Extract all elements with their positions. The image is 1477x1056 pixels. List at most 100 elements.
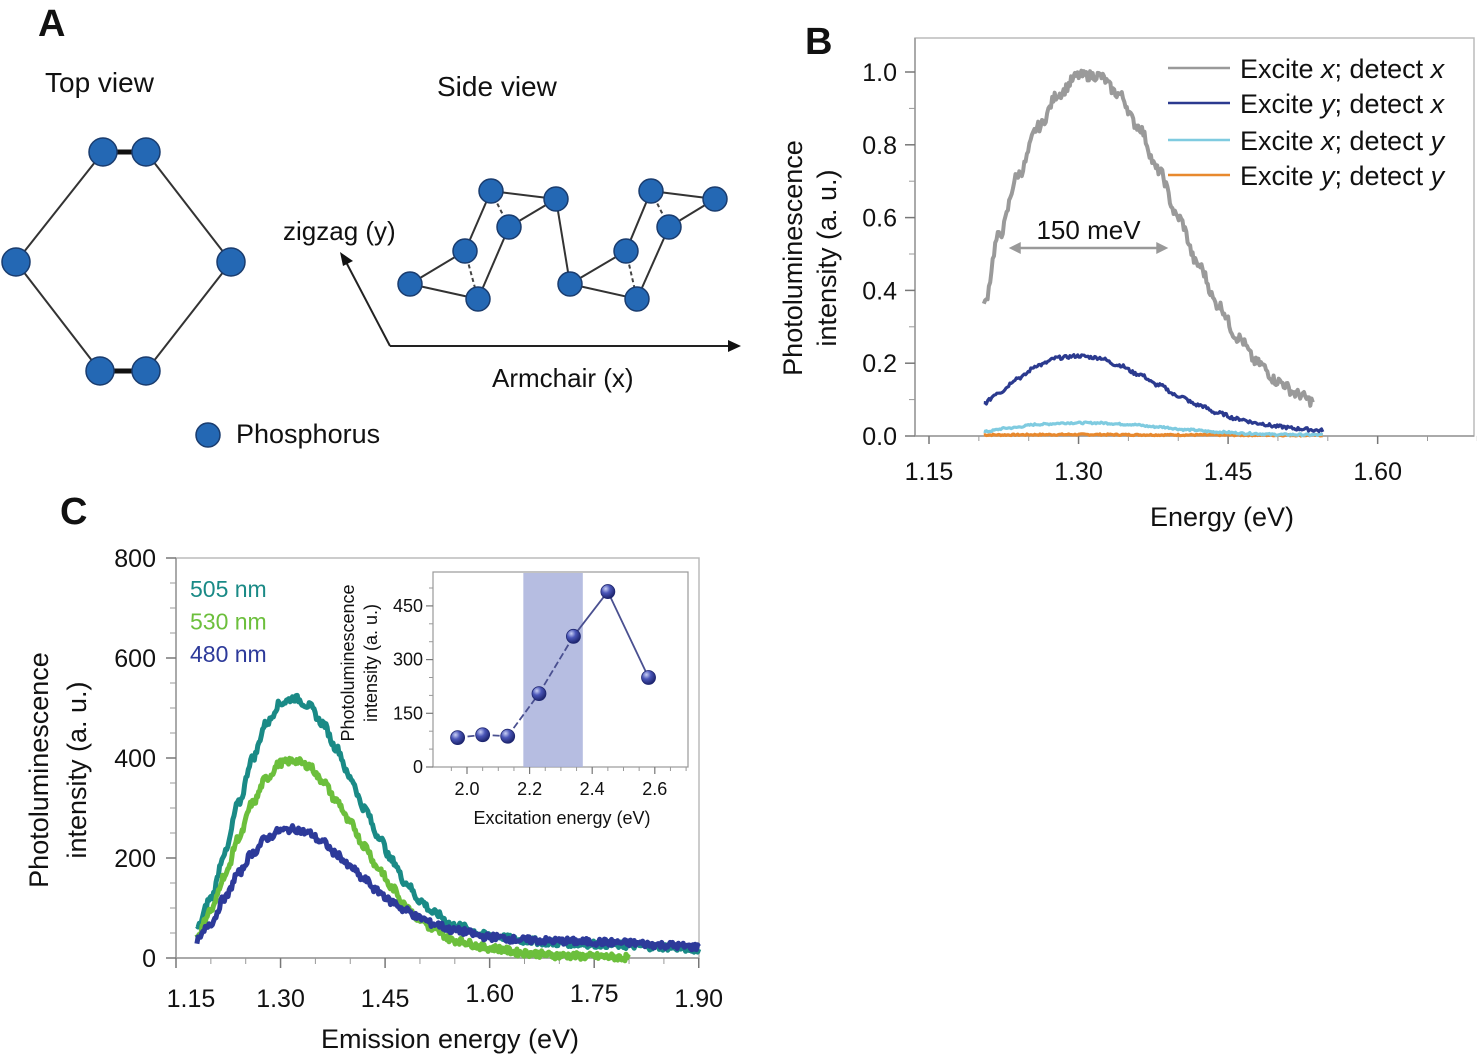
phosphorus-atom xyxy=(638,178,664,204)
connector-line xyxy=(538,635,575,695)
x-tick-label: 1.15 xyxy=(167,985,216,1013)
bond xyxy=(15,261,101,372)
x-tick-label: 1.30 xyxy=(256,985,305,1013)
phosphorus-atom xyxy=(656,214,682,240)
phosphorus-atom xyxy=(216,247,246,277)
phosphorus-atom xyxy=(397,271,423,297)
legend-label: Excite y; detect x xyxy=(1240,89,1446,119)
phosphorus-atom xyxy=(131,356,161,386)
data-point xyxy=(450,730,466,746)
y-tick-label: 0 xyxy=(413,757,423,777)
zigzag-label: zigzag (y) xyxy=(283,216,396,246)
arrow-right-icon xyxy=(1156,242,1169,254)
legend-label: Excite x; detect y xyxy=(1240,126,1446,156)
data-point xyxy=(641,670,656,685)
y-tick-label: 0.2 xyxy=(862,350,897,378)
x-tick-label: 1.60 xyxy=(1353,458,1402,486)
phosphorus-atom xyxy=(624,286,650,312)
legend: 505 nm 530 nm 480 nm xyxy=(190,576,267,667)
x-tick-label: 1.45 xyxy=(1204,458,1253,486)
x-tick-label: 1.90 xyxy=(674,985,723,1013)
y-axis-title-line1: Photoluminescence xyxy=(24,652,54,888)
y-tick-label: 0 xyxy=(142,945,156,973)
arrow-right-icon xyxy=(728,340,741,352)
series-line-530-nm xyxy=(194,755,631,964)
phosphorus-atom xyxy=(88,137,118,167)
data-point xyxy=(566,628,581,644)
x-tick-label: 2.4 xyxy=(580,779,605,799)
arrow-left-icon xyxy=(1008,242,1021,254)
y-tick-label: 450 xyxy=(393,596,423,616)
phosphorus-atom xyxy=(543,186,569,212)
panel-c-chart: C 1.15 1.30 1.45 1.60 1.75 1.900200400600800 … xyxy=(24,491,723,1054)
phosphorus-atom xyxy=(85,356,115,386)
connector-line xyxy=(506,693,540,737)
y-tick-label: 600 xyxy=(114,645,156,673)
panel-letter-b: B xyxy=(805,21,832,63)
x-tick-label: 2.0 xyxy=(454,779,479,799)
phosphorus-atom xyxy=(702,186,728,212)
phosphorus-atom xyxy=(1,247,31,277)
armchair-label: Armchair (x) xyxy=(492,363,634,393)
bond xyxy=(15,151,104,263)
panel-letter-a: A xyxy=(38,3,65,45)
legend-label: 480 nm xyxy=(190,641,267,667)
phosphorus-atom xyxy=(496,214,522,240)
top-view-structure xyxy=(1,137,246,386)
y-tick-label: 0.4 xyxy=(862,277,897,305)
y-tick-label: 0.8 xyxy=(862,132,897,160)
inset-x-title: Excitation energy (eV) xyxy=(473,808,650,828)
side-view-structure xyxy=(397,178,728,312)
inset-y-title-line2: intensity (a. u.) xyxy=(361,604,381,722)
y-tick-label: 400 xyxy=(114,745,156,773)
inset-y-title-line1: Photoluminescence xyxy=(338,584,358,741)
series-line-y-x xyxy=(983,353,1325,434)
phosphorus-atom xyxy=(478,178,504,204)
y-axis-title-line2: intensity (a. u.) xyxy=(812,169,842,346)
legend: Excite x; detect x Excite y; detect x Exci… xyxy=(1168,54,1446,191)
zigzag-axis xyxy=(345,261,391,347)
phosphorus-atom xyxy=(557,271,583,297)
legend-label: Excite x; detect x xyxy=(1240,54,1446,84)
x-tick-label: 1.75 xyxy=(570,980,619,1008)
x-tick-label: 1.45 xyxy=(361,985,410,1013)
data-point xyxy=(531,686,547,702)
y-tick-label: 0.0 xyxy=(862,423,897,451)
arrow-up-left-icon xyxy=(340,252,353,266)
y-tick-label: 200 xyxy=(114,845,156,873)
y-axis-title-line2: intensity (a. u.) xyxy=(62,681,92,858)
x-axis-title: Emission energy (eV) xyxy=(321,1024,579,1054)
series-line-x-x xyxy=(981,68,1315,408)
legend-label: 505 nm xyxy=(190,576,267,602)
side-view-label: Side view xyxy=(437,71,558,102)
y-tick-label: 150 xyxy=(393,703,423,723)
y-tick-label: 800 xyxy=(114,545,156,573)
x-tick-label: 2.6 xyxy=(642,779,667,799)
panel-b-chart: B 1.15 1.30 1.45 1.60 0.0 0.2 0.4 0.6 0.8 1.0 150… xyxy=(778,21,1477,532)
data-point xyxy=(600,584,616,599)
top-view-label: Top view xyxy=(45,67,155,98)
phosphorus-atom xyxy=(465,286,491,312)
shaded-band xyxy=(523,573,583,767)
fwhm-label: 150 meV xyxy=(1036,215,1141,245)
fwhm-annotation: 150 meV xyxy=(1008,215,1169,254)
x-axis-title: Energy (eV) xyxy=(1150,502,1294,532)
phosphorus-atom xyxy=(131,137,161,167)
y-axis-title-line1: Photoluminescence xyxy=(778,140,808,376)
x-tick-label: 1.15 xyxy=(905,458,954,486)
phosphorus-atom xyxy=(613,238,639,264)
panel-c-inset-chart: 2.0 2.2 2.4 2.6 0 150 300 450 Photoluminescence… xyxy=(338,571,689,828)
data-point xyxy=(500,728,516,744)
bond xyxy=(477,226,510,300)
phosphorus-label: Phosphorus xyxy=(236,419,380,449)
legend-label: 530 nm xyxy=(190,609,267,635)
x-tick-label: 2.2 xyxy=(517,779,542,799)
series-line-480-nm xyxy=(194,823,701,953)
connector-line xyxy=(572,591,609,637)
bond xyxy=(555,198,571,285)
lattice-axes: zigzag (y) Armchair (x) xyxy=(283,216,741,393)
legend-label: Excite y; detect y xyxy=(1240,161,1446,191)
bond xyxy=(636,226,670,300)
phosphorus-legend: Phosphorus xyxy=(195,419,380,449)
